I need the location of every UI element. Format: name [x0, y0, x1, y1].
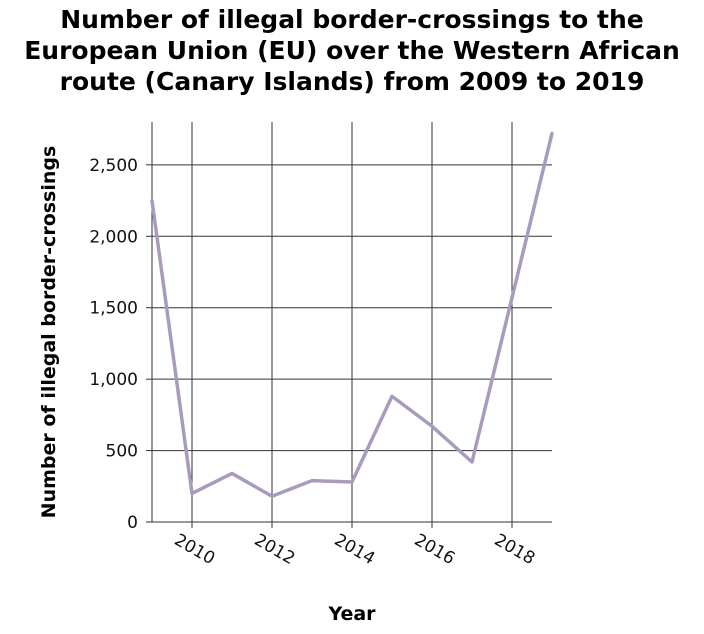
x-tick-label: 2018: [491, 530, 538, 569]
tick-labels: 2010 2012 2014 2016 2018 0 500 1,000 1,500 2,000 2…: [89, 156, 538, 569]
y-tick-label: 500: [106, 442, 138, 462]
x-tick-label: 2016: [411, 530, 458, 569]
x-axis-title: Year: [327, 603, 376, 625]
x-tick-label: 2010: [171, 530, 218, 569]
y-tick-label: 1,500: [89, 299, 138, 319]
grid: [152, 122, 552, 522]
y-axis-title: Number of illegal border-crossings: [38, 146, 60, 519]
y-tick-label: 2,500: [89, 156, 138, 176]
x-tick-label: 2014: [331, 530, 378, 569]
y-tick-label: 0: [127, 513, 138, 533]
y-tick-label: 2,000: [89, 227, 138, 247]
x-tick-label: 2012: [251, 530, 298, 569]
axes: [146, 122, 512, 528]
y-tick-label: 1,000: [89, 370, 138, 390]
